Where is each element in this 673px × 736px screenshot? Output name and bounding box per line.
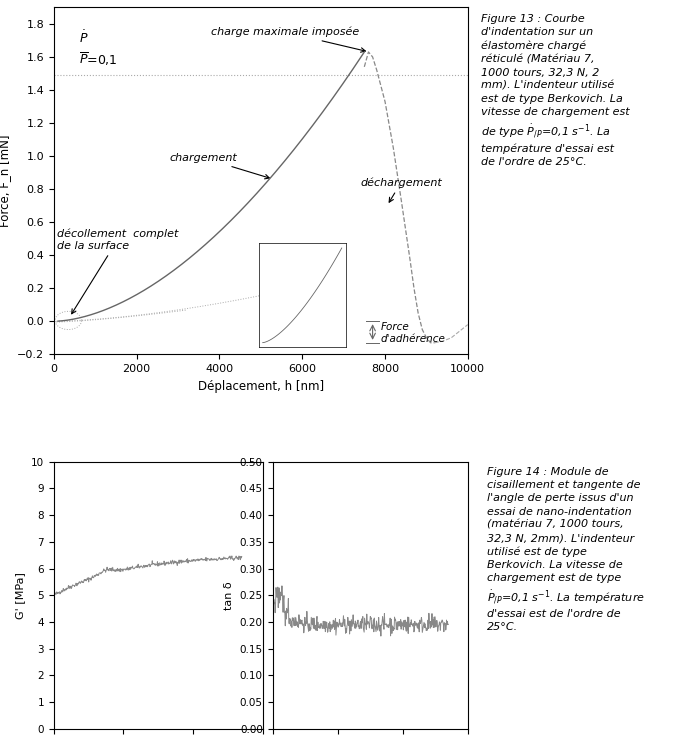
Text: chargement: chargement bbox=[170, 153, 269, 179]
Text: décollement  complet
de la surface: décollement complet de la surface bbox=[57, 228, 178, 314]
X-axis label: Déplacement, h [nm]: Déplacement, h [nm] bbox=[198, 380, 324, 392]
Y-axis label: tan δ: tan δ bbox=[224, 581, 234, 609]
Text: charge maximale imposée: charge maximale imposée bbox=[211, 27, 365, 52]
Text: $\dot{P}$: $\dot{P}$ bbox=[79, 30, 88, 46]
Text: Figure 13 : Courbe
d'indentation sur un
élastomère chargé
réticulé (Matériau 7,
: Figure 13 : Courbe d'indentation sur un … bbox=[481, 14, 630, 167]
Y-axis label: G' [MPa]: G' [MPa] bbox=[15, 572, 26, 619]
Text: $\overline{P}$=0,1: $\overline{P}$=0,1 bbox=[79, 51, 117, 68]
Text: déchargement: déchargement bbox=[360, 177, 442, 202]
Y-axis label: Force, F_n [mN]: Force, F_n [mN] bbox=[0, 135, 11, 227]
Text: Figure 14 : Module de
cisaillement et tangente de
l'angle de perte issus d'un
es: Figure 14 : Module de cisaillement et ta… bbox=[487, 467, 645, 632]
Text: Force
d'adhérence: Force d'adhérence bbox=[381, 322, 446, 344]
